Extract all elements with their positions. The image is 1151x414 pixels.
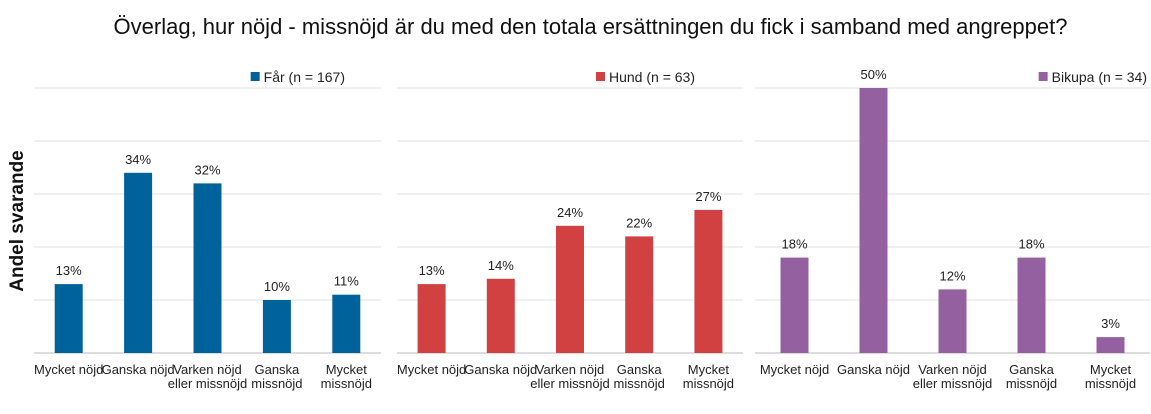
x-tick-label: Mycket missnöjd [682,362,735,391]
data-label: 13% [56,263,82,278]
data-label: 22% [626,215,652,230]
x-tick-label: Ganska missnöjd [613,362,665,391]
bar [780,257,809,353]
data-label: 34% [125,152,151,167]
bar [938,289,967,353]
legend-label: Hund (n = 63) [609,69,695,85]
bar [694,209,723,353]
legend-label: Får (n = 167) [264,69,345,85]
data-label: 3% [1101,316,1120,331]
bar [486,278,515,353]
x-tick-label: Ganska nöjd [464,362,538,377]
data-label: 18% [1018,237,1044,252]
chart-title: Överlag, hur nöjd - missnöjd är du med d… [113,14,1068,39]
bar [556,225,584,353]
data-label: 13% [419,263,445,278]
legend-swatch [250,72,260,81]
x-tick-label: Ganska nöjd [101,362,175,377]
data-label: 12% [939,268,965,283]
bar [54,284,83,353]
legend-swatch [1038,72,1048,81]
data-label: 27% [695,189,721,204]
x-tick-label: Mycket nöjd [396,362,467,377]
legend-label: Bikupa (n = 34) [1052,69,1147,85]
x-tick-label: Ganska missnöjd [251,362,303,391]
bar [1096,337,1125,353]
x-tick-label: Mycket nöjd [759,362,830,377]
bar [332,294,361,353]
bar [417,284,446,353]
bar [1017,257,1046,353]
x-tick-label: Varken nöjd eller missnöjd [912,362,993,391]
x-tick-label: Varken nöjd eller missnöjd [530,362,610,391]
bar [262,300,291,353]
x-tick-label: Mycket missnöjd [1084,362,1137,391]
legend-swatch [596,72,605,81]
data-label: 14% [488,258,514,273]
bar [124,172,153,353]
x-tick-label: Mycket nöjd [34,362,104,377]
data-label: 18% [781,237,807,252]
x-tick-label: Ganska missnöjd [1005,362,1058,391]
data-label: 11% [334,274,359,289]
data-label: 24% [557,205,583,220]
data-label: 10% [264,279,290,294]
data-label: 50% [860,67,886,82]
x-tick-label: Mycket missnöjd [320,362,372,391]
x-tick-label: Ganska nöjd [837,362,910,377]
y-axis-label: Andel svarande [7,150,28,292]
bar [193,183,222,353]
x-tick-label: Varken nöjd eller missnöjd [167,362,248,391]
bar [625,236,654,353]
data-label: 32% [194,162,220,177]
bar [859,88,888,353]
